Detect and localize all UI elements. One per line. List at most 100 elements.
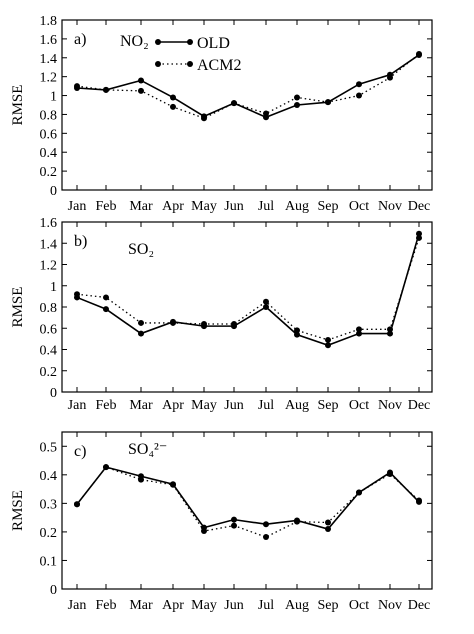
y-tick-label: 0 bbox=[50, 184, 57, 199]
month-label: Dec bbox=[408, 199, 431, 214]
y-tick-label: 0.6 bbox=[40, 127, 58, 142]
data-point bbox=[356, 81, 362, 88]
legend-label-old: OLD bbox=[197, 35, 230, 52]
month-label: May bbox=[191, 598, 217, 613]
data-point bbox=[387, 74, 393, 81]
data-point bbox=[294, 102, 300, 108]
data-point bbox=[356, 330, 362, 337]
data-point bbox=[294, 518, 300, 525]
data-point bbox=[416, 497, 422, 504]
data-point bbox=[103, 294, 109, 301]
series-acm2 bbox=[74, 464, 422, 541]
y-tick-label: 0.2 bbox=[40, 165, 58, 180]
data-point bbox=[170, 319, 176, 326]
y-tick-label: 0.4 bbox=[40, 344, 58, 359]
month-label: Jul bbox=[258, 398, 274, 413]
y-tick-label: 0.6 bbox=[40, 322, 58, 337]
plot-frame bbox=[61, 431, 433, 590]
month-label: Jul bbox=[258, 598, 274, 613]
month-label: Sep bbox=[318, 199, 339, 214]
month-label: Aug bbox=[285, 199, 309, 214]
data-point bbox=[201, 528, 207, 535]
data-point bbox=[325, 526, 331, 533]
month-label: Apr bbox=[162, 199, 184, 214]
month-label: May bbox=[191, 398, 217, 413]
data-point bbox=[263, 304, 269, 310]
data-point bbox=[138, 77, 144, 84]
month-label: Mar bbox=[129, 598, 153, 613]
data-point bbox=[416, 234, 422, 241]
data-point bbox=[138, 476, 144, 483]
y-tick-label: 1.6 bbox=[40, 33, 58, 48]
data-point bbox=[138, 319, 144, 326]
y-tick-label: 0.4 bbox=[40, 146, 58, 161]
month-label: Apr bbox=[162, 398, 184, 413]
series-acm2 bbox=[74, 234, 422, 343]
plot-frame bbox=[61, 221, 433, 393]
month-label: Sep bbox=[318, 598, 339, 613]
data-point bbox=[231, 321, 237, 327]
series-line bbox=[76, 466, 420, 538]
month-label: Jun bbox=[224, 199, 243, 214]
plot-frame bbox=[61, 19, 433, 191]
month-label: Feb bbox=[96, 598, 117, 613]
y-tick-label: 0.2 bbox=[40, 365, 58, 380]
y-tick-label: 0.1 bbox=[40, 554, 58, 569]
data-point bbox=[294, 331, 300, 338]
data-point bbox=[170, 481, 176, 488]
month-label: Jun bbox=[224, 598, 243, 613]
month-label: May bbox=[191, 199, 217, 214]
series-old bbox=[74, 51, 422, 121]
month-label: Nov bbox=[378, 598, 402, 613]
data-point bbox=[103, 306, 109, 313]
data-point bbox=[263, 534, 269, 541]
month-label: Dec bbox=[408, 398, 431, 413]
data-point bbox=[387, 326, 393, 333]
panel-b: 0 0.2 0.4 0.6 0.8 1 1.2 1.4 1.6 RMSE Jan Feb Mar Apr M… bbox=[10, 216, 433, 413]
data-point bbox=[170, 103, 176, 110]
y-axis-label: RMSE bbox=[10, 85, 26, 126]
series-line bbox=[76, 54, 420, 119]
y-tick-label: 1.8 bbox=[40, 14, 58, 29]
month-label: Sep bbox=[318, 398, 339, 413]
month-label: Nov bbox=[378, 398, 402, 413]
legend: OLD ACM2 bbox=[155, 35, 241, 74]
data-point bbox=[263, 521, 269, 528]
data-point bbox=[103, 86, 109, 93]
y-tick-label: 0.3 bbox=[40, 497, 58, 512]
data-point bbox=[170, 94, 176, 101]
y-tick-label: 0.8 bbox=[40, 301, 58, 316]
y-tick-label: 1.4 bbox=[40, 237, 58, 252]
month-label: Feb bbox=[96, 199, 117, 214]
month-label: Jun bbox=[224, 398, 243, 413]
series-acm2 bbox=[74, 51, 422, 122]
data-point bbox=[231, 522, 237, 529]
series-line bbox=[76, 466, 420, 530]
y-tick-label: 0.2 bbox=[40, 526, 58, 541]
month-label: Mar bbox=[129, 398, 153, 413]
data-point bbox=[74, 83, 80, 90]
data-point bbox=[387, 470, 393, 477]
month-label: Feb bbox=[96, 398, 117, 413]
month-label: Aug bbox=[285, 398, 309, 413]
data-point bbox=[294, 327, 300, 334]
data-point bbox=[356, 489, 362, 496]
legend-label-acm2: ACM2 bbox=[197, 57, 241, 74]
data-point bbox=[231, 516, 237, 523]
panel-c: 0 0.1 0.2 0.3 0.4 0.5 RMSE Jan Feb Mar Apr May Jun Ju… bbox=[10, 431, 433, 613]
y-axis-label: RMSE bbox=[10, 287, 26, 328]
data-point bbox=[263, 298, 269, 305]
y-tick-label: 0 bbox=[50, 583, 57, 598]
data-point bbox=[294, 94, 300, 101]
y-tick-label: 0.4 bbox=[40, 469, 58, 484]
y-tick-label: 1.6 bbox=[40, 216, 58, 231]
species-label: NO₂ bbox=[120, 33, 149, 50]
y-tick-label: 0.5 bbox=[40, 440, 58, 455]
y-tick-label: 1.2 bbox=[40, 71, 58, 86]
series-line bbox=[76, 233, 420, 347]
month-label: Oct bbox=[349, 398, 369, 413]
data-point bbox=[325, 99, 331, 106]
y-tick-label: 0 bbox=[50, 386, 57, 401]
legend-marker-acm2 bbox=[187, 61, 193, 67]
